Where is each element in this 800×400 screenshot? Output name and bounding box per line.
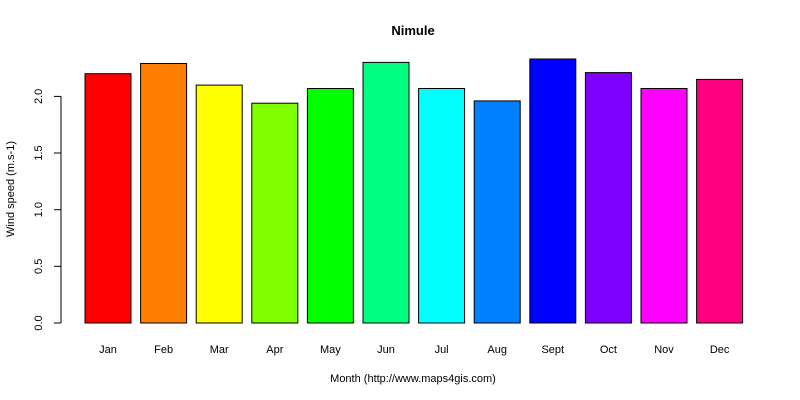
x-tick-label: Dec xyxy=(710,344,730,356)
x-tick-label: Aug xyxy=(487,344,507,356)
bar-dec xyxy=(696,78,744,324)
x-tick-label: Oct xyxy=(600,344,617,356)
bar-jul xyxy=(418,88,466,324)
bar-jun xyxy=(362,61,410,324)
bar-may xyxy=(306,88,354,324)
bar-sept xyxy=(529,58,577,324)
x-tick-label: Jul xyxy=(435,344,449,356)
bar-nov xyxy=(640,88,688,324)
y-tick-label: 1.5 xyxy=(33,145,45,160)
bars-group xyxy=(84,58,744,324)
x-tick-label: Jan xyxy=(99,344,117,356)
x-tick-label: Nov xyxy=(654,344,674,356)
x-tick-label: Feb xyxy=(154,344,173,356)
bar-aug xyxy=(473,100,521,324)
x-axis-label: Month (http://www.maps4gis.com) xyxy=(330,373,496,385)
bar-mar xyxy=(195,84,243,324)
x-tick-label: Jun xyxy=(377,344,395,356)
y-axis: 0.0 0.5 1.0 1.5 2.0 xyxy=(33,89,62,331)
y-tick-label: 0.0 xyxy=(33,315,45,330)
y-tick-label: 0.5 xyxy=(33,259,45,274)
x-tick-label: Sept xyxy=(541,344,564,356)
bar-apr xyxy=(251,102,299,324)
x-tick-label: Apr xyxy=(266,344,283,356)
x-tick-label: May xyxy=(320,344,341,356)
y-tick-label: 1.0 xyxy=(33,202,45,217)
chart-title: Nimule xyxy=(391,23,434,38)
bar-feb xyxy=(140,63,188,324)
x-tick-label: Mar xyxy=(210,344,229,356)
y-axis-label: Wind speed (m.s-1) xyxy=(5,141,17,237)
bar-jan xyxy=(84,73,132,324)
x-tick-labels: Jan Feb Mar Apr May Jun Jul Aug Sept Oct Nov Dec xyxy=(99,344,730,356)
bar-oct xyxy=(584,72,632,324)
y-tick-label: 2.0 xyxy=(33,89,45,104)
